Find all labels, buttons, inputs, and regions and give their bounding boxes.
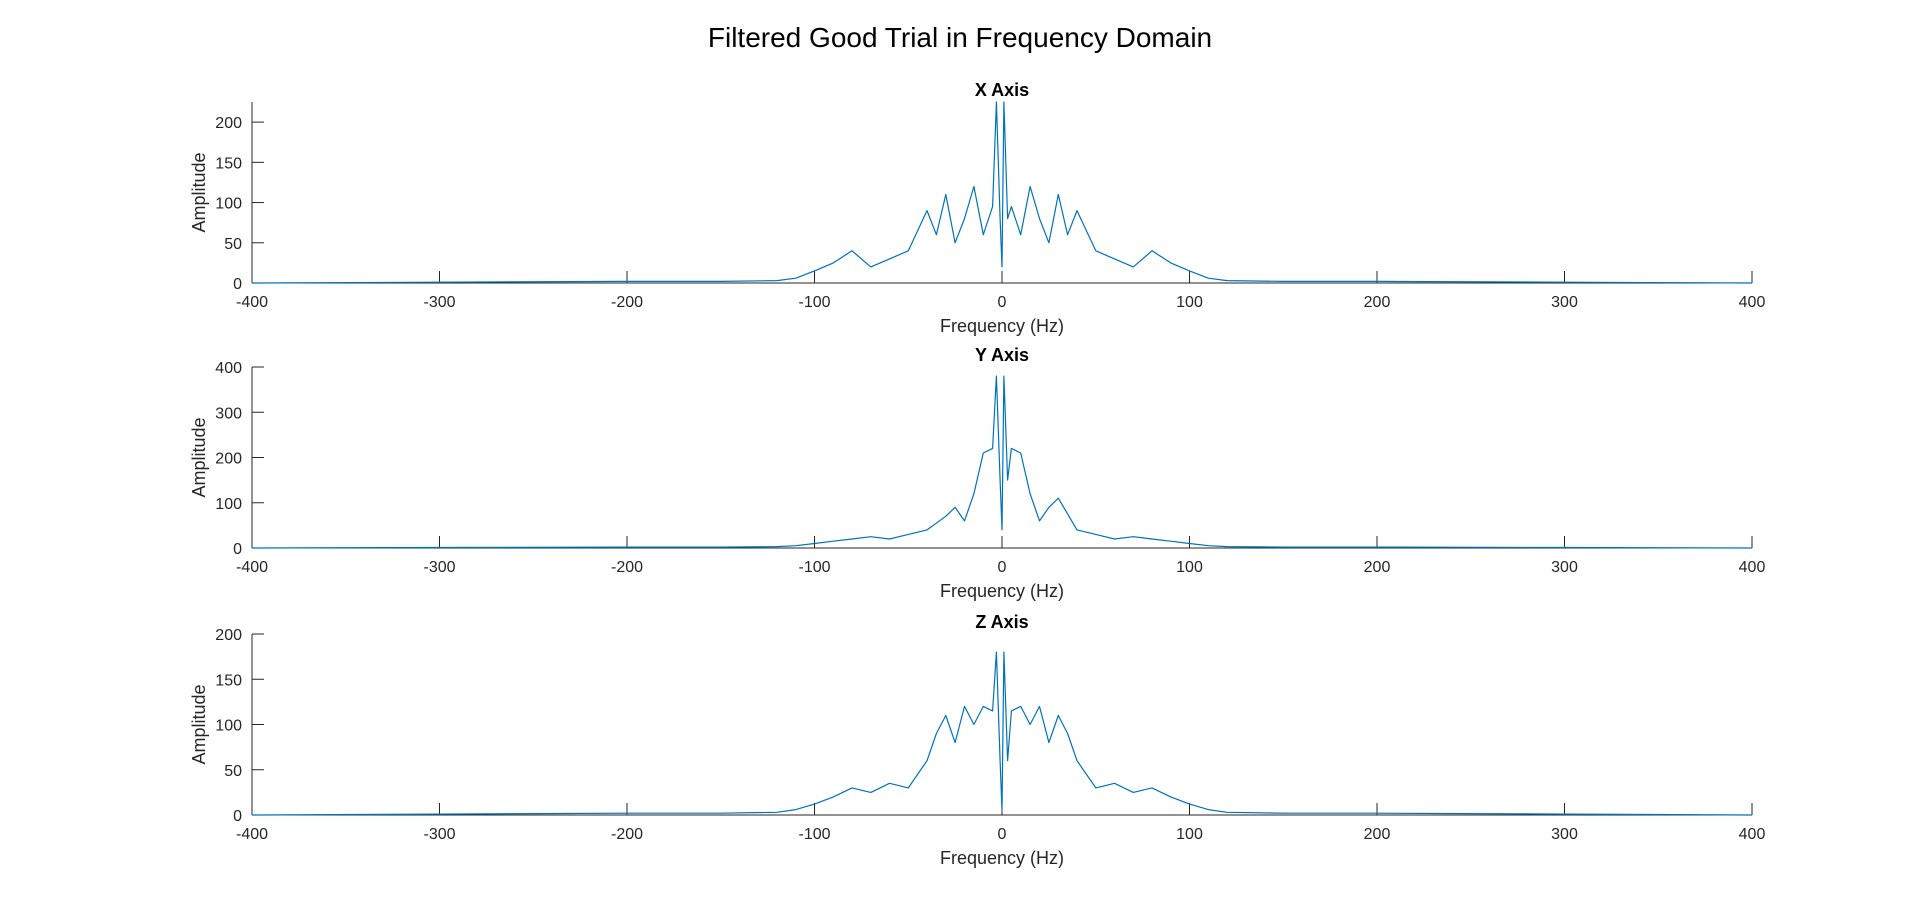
chart-3-x-tick-label: 200 <box>1364 826 1391 843</box>
chart-2-y-tick-label: 300 <box>215 405 242 422</box>
chart-1-x-tick-label: 100 <box>1176 294 1203 311</box>
chart-3-y-tick-label: 200 <box>215 627 242 644</box>
chart-1-y-tick-label: 150 <box>215 155 242 172</box>
chart-1-y-tick-label: 100 <box>215 196 242 213</box>
chart-1-x-tick-label: 0 <box>998 294 1007 311</box>
figure-title: Filtered Good Trial in Frequency Domain <box>707 22 1213 53</box>
chart-2-x-tick-label: -200 <box>611 559 643 576</box>
chart-2-series-line <box>251 375 1753 549</box>
chart-2-y-label: Amplitude <box>189 417 209 497</box>
chart-2-x-tick-label: 200 <box>1364 559 1391 576</box>
chart-2-y-tick-label: 400 <box>215 360 242 377</box>
chart-3-x-tick-label: 300 <box>1551 826 1578 843</box>
chart-2-x-tick-label: 400 <box>1739 559 1766 576</box>
chart-1-x-tick-label: 400 <box>1739 294 1766 311</box>
chart-3-x-tick-label: 400 <box>1739 826 1766 843</box>
chart-1-series-line <box>251 101 1753 284</box>
chart-3-x-tick-label: -300 <box>423 826 455 843</box>
chart-3-x-tick-label: -100 <box>798 826 830 843</box>
chart-1-title: X Axis <box>975 80 1029 100</box>
chart-3-y-tick-label: 0 <box>233 808 242 825</box>
chart-3-x-tick-label: 0 <box>998 826 1007 843</box>
chart-3-y-tick-label: 150 <box>215 672 242 689</box>
chart-3-title: Z Axis <box>975 612 1028 632</box>
chart-3-x-label: Frequency (Hz) <box>940 848 1064 868</box>
chart-2-x-tick-label: 300 <box>1551 559 1578 576</box>
chart-3-series-line <box>251 651 1753 816</box>
chart-2-x-label: Frequency (Hz) <box>940 581 1064 601</box>
chart-3-y-tick-label: 50 <box>224 763 242 780</box>
chart-2-x-tick-label: -100 <box>798 559 830 576</box>
chart-2-x-tick-label: 0 <box>998 559 1007 576</box>
chart-1-x-tick-label: -200 <box>611 294 643 311</box>
chart-1-x-tick-label: 200 <box>1364 294 1391 311</box>
chart-1-x-tick-label: -400 <box>236 294 268 311</box>
chart-3-x-tick-label: -200 <box>611 826 643 843</box>
chart-3-x-tick-label: 100 <box>1176 826 1203 843</box>
chart-2-x-tick-label: -400 <box>236 559 268 576</box>
chart-2-title: Y Axis <box>975 345 1029 365</box>
chart-2-x-tick-label: 100 <box>1176 559 1203 576</box>
chart-2-y-tick-label: 100 <box>215 496 242 513</box>
chart-1-x-tick-label: 300 <box>1551 294 1578 311</box>
chart-1-x-label: Frequency (Hz) <box>940 316 1064 336</box>
chart-2-x-tick-label: -300 <box>423 559 455 576</box>
chart-1-y-tick-label: 0 <box>233 276 242 293</box>
chart-3-y-tick-label: 100 <box>215 718 242 735</box>
chart-1-x-tick-label: -100 <box>798 294 830 311</box>
chart-2-y-tick-label: 0 <box>233 541 242 558</box>
chart-2-y-tick-label: 200 <box>215 451 242 468</box>
chart-1-y-tick-label: 200 <box>215 115 242 132</box>
chart-1-y-label: Amplitude <box>189 152 209 232</box>
chart-3-x-tick-label: -400 <box>236 826 268 843</box>
chart-1-x-tick-label: -300 <box>423 294 455 311</box>
chart-1-y-tick-label: 50 <box>224 236 242 253</box>
chart-3-y-label: Amplitude <box>189 684 209 764</box>
